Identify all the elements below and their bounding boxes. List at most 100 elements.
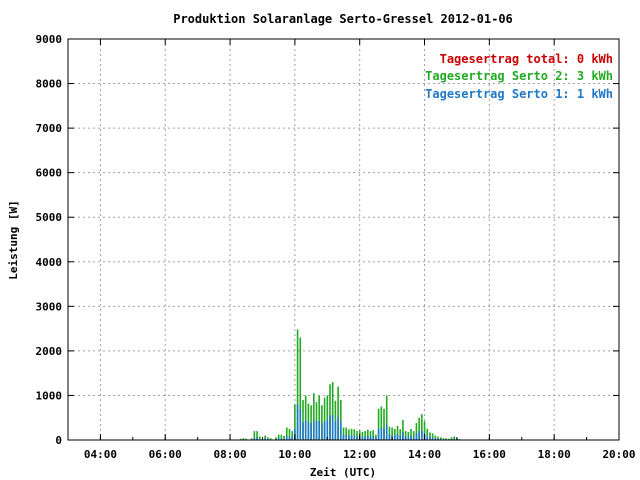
bar-serto-1 — [288, 436, 291, 440]
bar-serto-1 — [323, 421, 326, 440]
bar-serto-2 — [285, 427, 288, 440]
x-tick-label: 04:00 — [84, 448, 117, 461]
ticks-layer: 0 1000 2000 3000 4000 5000 6000 7000 8000 9000 04:… — [36, 33, 636, 461]
bar-serto-2 — [345, 427, 347, 440]
bar-serto-2 — [399, 429, 402, 440]
bar-serto-1 — [348, 435, 350, 440]
bar-serto-1 — [337, 416, 339, 440]
bar-serto-1 — [429, 436, 431, 440]
bar-serto-1 — [396, 434, 399, 440]
bar-serto-2 — [437, 436, 439, 440]
bar-serto-2 — [275, 437, 277, 440]
bar-serto-2 — [356, 431, 358, 440]
y-tick-label: 7000 — [36, 122, 63, 135]
bar-serto-2 — [372, 430, 375, 440]
bar-serto-2 — [323, 397, 326, 440]
bar-serto-2 — [296, 329, 299, 440]
bar-serto-2 — [288, 428, 291, 440]
bar-serto-2 — [396, 425, 399, 440]
bar-serto-2 — [377, 408, 380, 440]
x-tick-label: 10:00 — [278, 448, 311, 461]
bar-serto-1 — [264, 438, 266, 440]
x-tick-label: 20:00 — [602, 448, 635, 461]
bar-serto-1 — [410, 435, 412, 440]
bar-serto-2 — [412, 431, 415, 440]
x-tick-label: 08:00 — [213, 448, 246, 461]
bar-serto-2 — [310, 405, 312, 440]
bar-serto-1 — [450, 438, 453, 440]
bar-serto-2 — [394, 428, 396, 440]
bar-serto-1 — [283, 438, 285, 440]
bar-serto-2 — [434, 435, 437, 440]
bar-serto-2 — [348, 429, 350, 440]
bar-serto-1 — [296, 404, 299, 440]
y-axis-label: Leistung [W] — [7, 200, 20, 279]
x-tick-label: 14:00 — [408, 448, 441, 461]
bar-serto-1 — [285, 435, 288, 440]
bar-serto-2 — [442, 438, 445, 440]
bar-serto-1 — [380, 427, 383, 440]
bar-serto-2 — [448, 438, 450, 440]
bar-serto-2 — [404, 431, 407, 440]
bar-serto-2 — [326, 395, 329, 440]
bar-serto-1 — [277, 438, 280, 440]
bar-serto-2 — [431, 433, 434, 440]
x-tick-label: 06:00 — [149, 448, 182, 461]
bar-serto-1 — [377, 428, 380, 440]
bar-serto-2 — [364, 431, 366, 440]
bar-serto-2 — [375, 434, 377, 440]
legend-serto1: Tagesertrag Serto 1: 1 kWh — [425, 87, 613, 101]
bar-serto-2 — [280, 434, 283, 440]
bar-serto-2 — [383, 408, 385, 440]
bar-serto-2 — [415, 423, 418, 440]
bar-serto-2 — [329, 384, 331, 440]
y-tick-label: 6000 — [36, 167, 63, 180]
bar-serto-1 — [372, 435, 375, 440]
x-axis-label: Zeit (UTC) — [310, 466, 376, 479]
plot-border — [67, 38, 620, 441]
bar-serto-1 — [361, 436, 364, 440]
bar-serto-1 — [407, 436, 410, 440]
y-tick-label: 4000 — [36, 256, 63, 269]
bar-serto-2 — [337, 386, 339, 440]
bar-serto-2 — [380, 406, 383, 440]
bar-serto-1 — [329, 415, 331, 440]
y-tick-label: 5000 — [36, 211, 63, 224]
bar-serto-1 — [404, 436, 407, 440]
legend: Tagesertrag total: 0 kWh Tagesertrag Ser… — [425, 52, 613, 101]
bar-serto-1 — [253, 437, 256, 440]
bar-serto-1 — [434, 438, 437, 440]
bar-serto-2 — [318, 395, 320, 440]
bar-serto-2 — [294, 404, 296, 440]
bar-serto-1 — [369, 436, 372, 440]
bar-serto-2 — [350, 428, 353, 440]
bar-serto-1 — [334, 421, 337, 440]
bar-serto-2 — [340, 399, 342, 440]
bar-serto-2 — [299, 337, 302, 440]
bar-serto-2 — [264, 435, 266, 440]
bar-serto-1 — [331, 415, 334, 440]
bar-serto-1 — [418, 431, 420, 440]
bar-serto-2 — [391, 427, 393, 440]
bar-serto-2 — [429, 432, 431, 440]
bar-serto-2 — [312, 393, 315, 440]
bar-serto-2 — [240, 438, 242, 440]
bar-serto-2 — [321, 405, 323, 440]
bar-serto-2 — [410, 428, 412, 440]
bar-serto-2 — [423, 421, 426, 440]
bar-serto-1 — [345, 434, 347, 440]
chart-title: Produktion Solaranlage Serto-Gressel 201… — [173, 12, 513, 26]
y-tick-label: 8000 — [36, 78, 63, 91]
y-tick-label: 2000 — [36, 345, 63, 358]
bar-serto-2 — [426, 428, 429, 440]
bar-serto-1 — [367, 435, 369, 440]
y-tick-label: 3000 — [36, 300, 63, 313]
legend-total: Tagesertrag total: 0 kWh — [440, 52, 613, 66]
bar-serto-1 — [340, 421, 342, 440]
bar-serto-2 — [302, 399, 304, 440]
bar-serto-1 — [312, 419, 315, 440]
bar-serto-2 — [291, 431, 293, 440]
bar-serto-1 — [426, 435, 429, 440]
